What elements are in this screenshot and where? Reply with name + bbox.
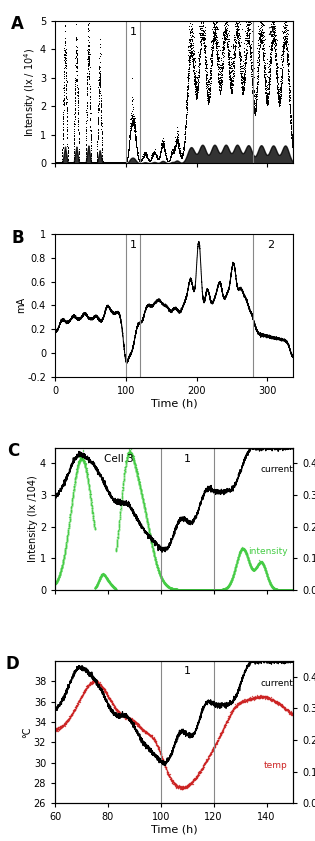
Text: 2: 2: [267, 241, 275, 251]
Text: 1: 1: [184, 666, 191, 676]
Y-axis label: Intensity (lx / 10$^4$): Intensity (lx / 10$^4$): [23, 47, 38, 137]
Text: 2: 2: [267, 27, 275, 37]
Text: B: B: [12, 229, 24, 246]
X-axis label: Time (h): Time (h): [151, 399, 198, 409]
Text: current: current: [260, 465, 293, 474]
Y-axis label: mA: mA: [16, 298, 26, 314]
Text: current: current: [260, 679, 293, 688]
Text: 1: 1: [129, 241, 136, 251]
Text: intensity: intensity: [248, 547, 288, 557]
Text: 1: 1: [129, 27, 136, 37]
Text: D: D: [6, 655, 20, 674]
Text: temp: temp: [264, 761, 288, 770]
Y-axis label: Intensity (lx /104): Intensity (lx /104): [28, 475, 38, 562]
Text: Cell 3: Cell 3: [104, 454, 133, 464]
Text: A: A: [11, 15, 24, 34]
Text: 1: 1: [184, 454, 191, 464]
Y-axis label: °C: °C: [22, 727, 32, 738]
X-axis label: Time (h): Time (h): [151, 825, 198, 835]
Text: C: C: [7, 442, 20, 460]
